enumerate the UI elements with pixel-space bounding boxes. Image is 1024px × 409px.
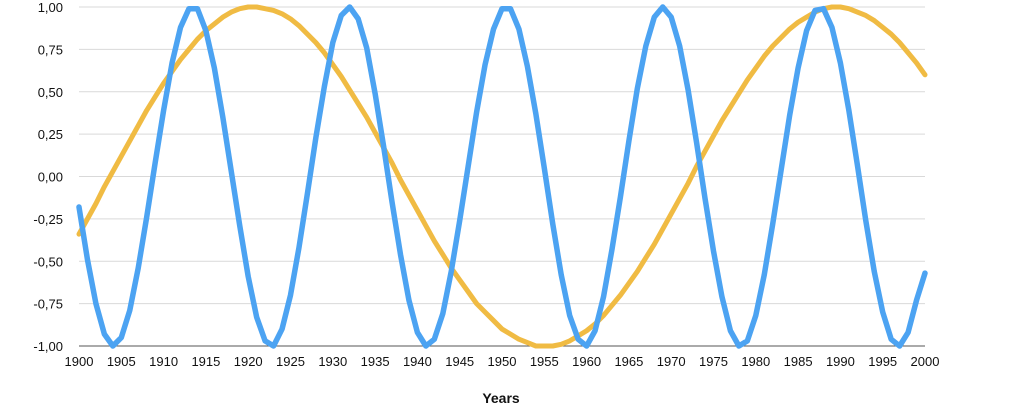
y-tick-label: -0,75 <box>33 297 63 312</box>
x-tick-label: 1950 <box>488 354 517 369</box>
x-tick-label: 2000 <box>911 354 940 369</box>
x-axis-tick-labels: 1900 1905 1910 1915 1920 1925 1930 1935 1940 1945… <box>65 354 940 369</box>
x-tick-label: 1910 <box>149 354 178 369</box>
x-tick-label: 1980 <box>741 354 770 369</box>
x-tick-label: 1965 <box>614 354 643 369</box>
y-tick-label: -0,25 <box>33 212 63 227</box>
series-lines <box>76 4 928 349</box>
x-tick-label: 1975 <box>699 354 728 369</box>
y-axis-tick-labels: -1,00 -0,75 -0,50 -0,25 0,00 0,25 0,50 0,75 1,00 <box>33 0 63 354</box>
x-tick-label: 1970 <box>657 354 686 369</box>
x-axis-title: Years <box>482 390 520 406</box>
y-tick-label: 1,00 <box>38 0 63 15</box>
x-tick-label: 1920 <box>234 354 263 369</box>
x-tick-label: 1990 <box>826 354 855 369</box>
x-tick-label: 1945 <box>445 354 474 369</box>
y-tick-label: 0,00 <box>38 170 63 185</box>
x-tick-label: 1915 <box>191 354 220 369</box>
y-tick-label: 0,25 <box>38 127 63 142</box>
series-line-1 <box>76 4 928 349</box>
x-tick-label: 1905 <box>107 354 136 369</box>
x-tick-label: 1960 <box>572 354 601 369</box>
x-tick-label: 1900 <box>65 354 94 369</box>
x-tick-label: 1995 <box>868 354 897 369</box>
x-tick-label: 1935 <box>361 354 390 369</box>
x-tick-label: 1955 <box>530 354 559 369</box>
x-tick-label: 1940 <box>403 354 432 369</box>
x-tick-label: 1930 <box>318 354 347 369</box>
y-tick-label: -0,50 <box>33 254 63 269</box>
x-tick-label: 1925 <box>276 354 305 369</box>
x-tick-label: 1985 <box>784 354 813 369</box>
y-tick-label: -1,00 <box>33 339 63 354</box>
y-tick-label: 0,75 <box>38 42 63 57</box>
series-line-2 <box>76 4 928 349</box>
y-tick-label: 0,50 <box>38 85 63 100</box>
